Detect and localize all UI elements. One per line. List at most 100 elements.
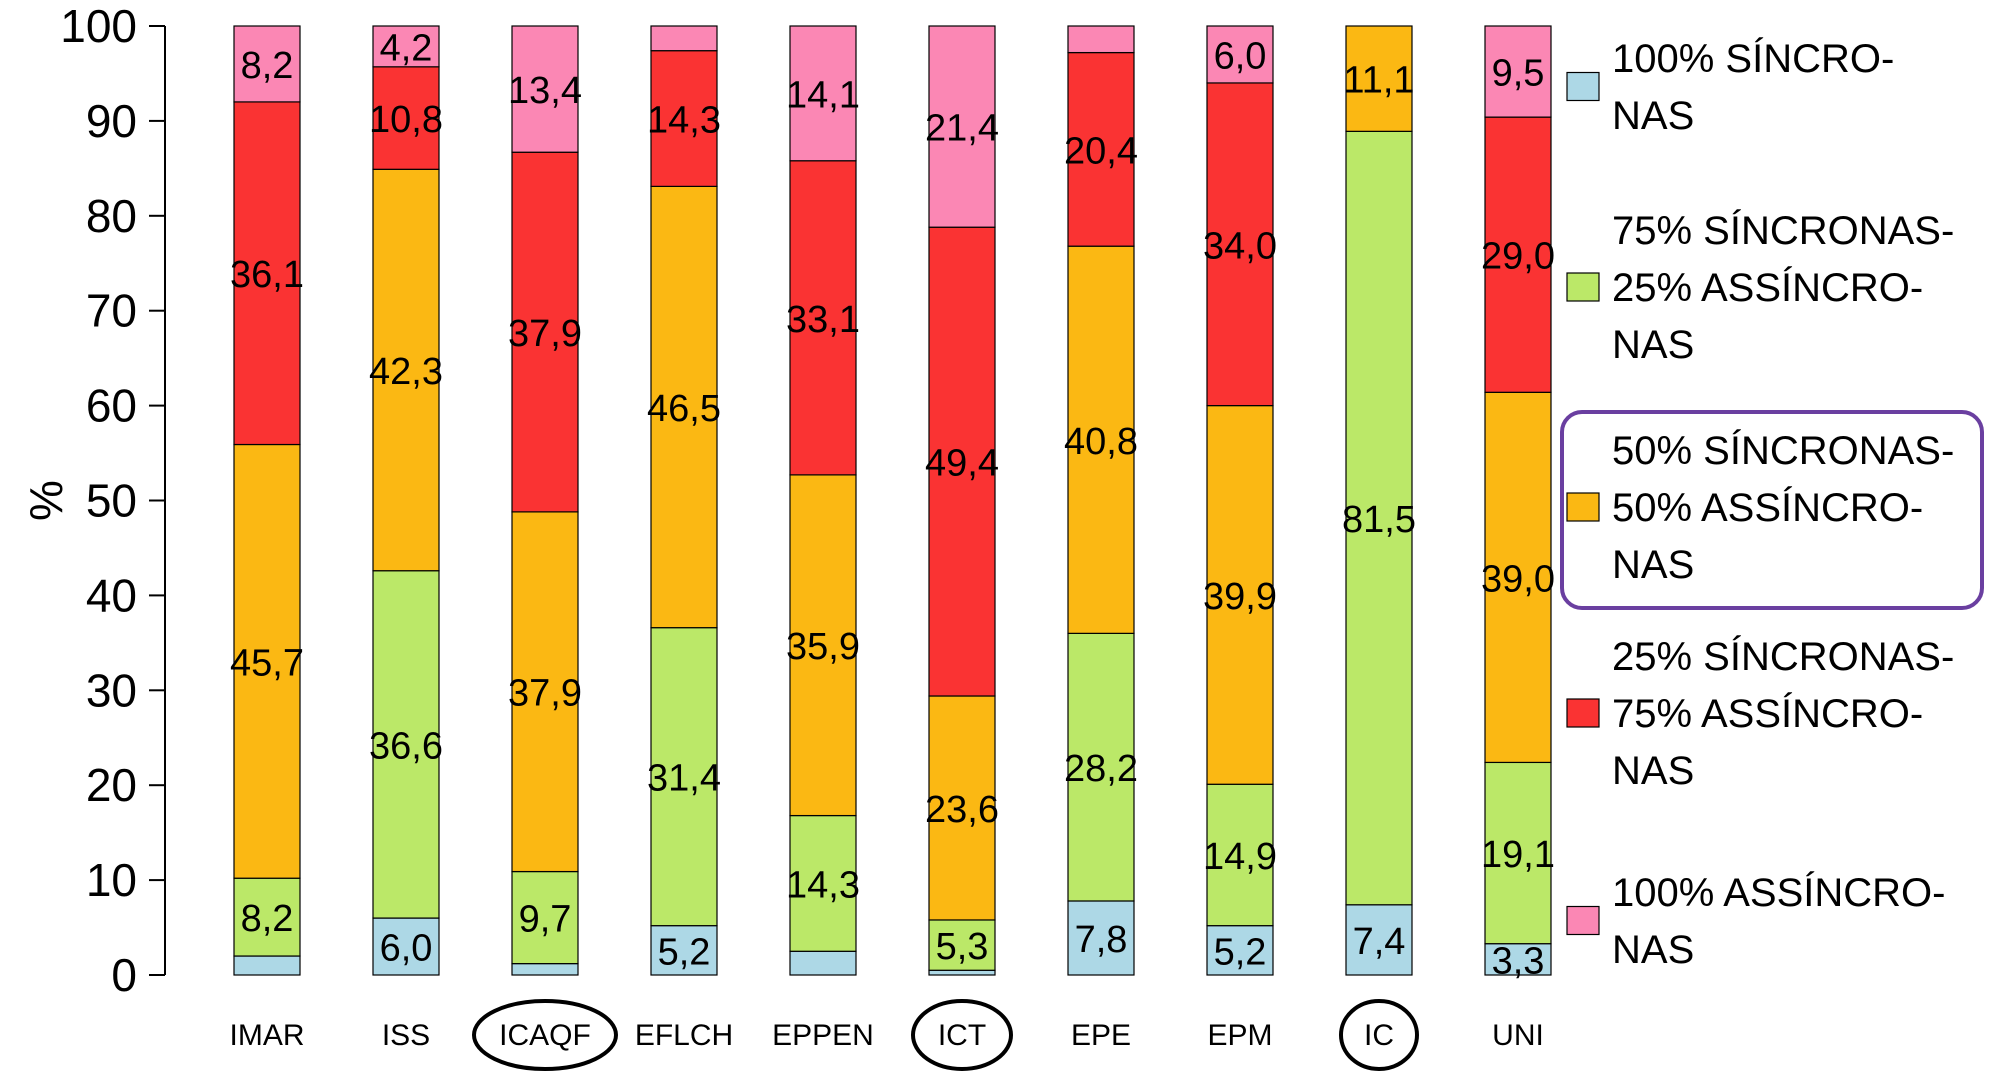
bar-segment-epm-25pct-sincronas-75pct-assincronas <box>1206 82 1274 407</box>
bars-layer <box>233 25 1552 976</box>
bar-segment-epe-100pct-sincronas <box>1067 900 1135 976</box>
bar-segment-epm-100pct-sincronas <box>1206 925 1274 976</box>
bar-segment-epm-75pct-sincronas-25pct-assincronas <box>1206 783 1274 927</box>
bar-segment-ict-50pct-sincronas-50pct-assincronas <box>928 695 996 921</box>
category-highlight-circle-ict <box>911 999 1013 1071</box>
y-tick-label-0: 0 <box>111 949 137 1001</box>
legend-swatch-100pct-sincronas <box>1566 71 1600 102</box>
data-label-eppen-25pct-sincronas-75pct-assincronas: 33,1 <box>786 299 860 341</box>
bar-segment-icaqf-50pct-sincronas-50pct-assincronas <box>511 511 579 873</box>
bar-segment-eppen-25pct-sincronas-75pct-assincronas <box>789 160 857 476</box>
data-label-epe-75pct-sincronas-25pct-assincronas: 28,2 <box>1064 748 1138 790</box>
category-label-iss: ISS <box>382 1019 430 1052</box>
data-label-uni-100pct-sincronas: 3,3 <box>1492 940 1545 982</box>
bar-segment-iss-50pct-sincronas-50pct-assincronas <box>372 168 440 572</box>
data-label-ic-100pct-sincronas: 7,4 <box>1353 921 1406 963</box>
bar-segment-iss-75pct-sincronas-25pct-assincronas <box>372 570 440 919</box>
bar-segment-eppen-75pct-sincronas-25pct-assincronas <box>789 814 857 952</box>
data-label-imar-25pct-sincronas-75pct-assincronas: 36,1 <box>230 254 304 296</box>
data-label-uni-50pct-sincronas-50pct-assincronas: 39,0 <box>1481 558 1555 600</box>
data-labels-layer: 8,2 45,7 36,1 8,2 6,0 36,6 42,3 10,8 4,2 9,7 37,9 3… <box>230 27 1555 982</box>
category-label-ict: ICT <box>938 1019 986 1052</box>
data-label-icaqf-100pct-assincronas: 13,4 <box>508 70 582 112</box>
data-label-iss-50pct-sincronas-50pct-assincronas: 42,3 <box>369 351 443 393</box>
data-label-iss-100pct-sincronas: 6,0 <box>380 928 433 970</box>
data-label-ic-50pct-sincronas-50pct-assincronas: 11,1 <box>1343 60 1414 102</box>
data-label-uni-75pct-sincronas-25pct-assincronas: 19,1 <box>1481 834 1555 876</box>
y-tick-label-80: 80 <box>86 190 137 242</box>
category-label-eppen: EPPEN <box>772 1019 874 1052</box>
data-label-eflch-25pct-sincronas-75pct-assincronas: 14,3 <box>647 100 721 142</box>
bar-segment-imar-25pct-sincronas-75pct-assincronas <box>233 101 301 446</box>
bar-segment-ic-50pct-sincronas-50pct-assincronas <box>1345 25 1413 132</box>
category-label-icaqf: ICAQF <box>499 1019 591 1052</box>
data-label-epe-50pct-sincronas-50pct-assincronas: 40,8 <box>1064 421 1138 463</box>
legend-highlight-box <box>1560 410 1984 610</box>
bar-segment-imar-75pct-sincronas-25pct-assincronas <box>233 877 301 957</box>
data-label-imar-100pct-assincronas: 8,2 <box>241 45 294 87</box>
data-label-epe-25pct-sincronas-75pct-assincronas: 20,4 <box>1064 130 1138 172</box>
data-label-ict-25pct-sincronas-75pct-assincronas: 49,4 <box>925 443 999 485</box>
bar-segment-eflch-25pct-sincronas-75pct-assincronas <box>650 50 718 187</box>
legend-label-50pct-sincronas-50pct-assincronas: 50% SÍNCRONAS-50% ASSÍNCRO-NAS <box>1612 428 1954 587</box>
bar-segment-ict-100pct-assincronas <box>928 25 996 228</box>
legend-swatch-100pct-assincronas <box>1566 905 1600 936</box>
bar-segment-epm-100pct-assincronas <box>1206 25 1274 84</box>
y-tick-label-50: 50 <box>86 475 137 527</box>
category-label-eflch: EFLCH <box>635 1019 733 1052</box>
legend: 100% SÍNCRO-NAS 75% SÍNCRONAS-25% ASSÍNCR… <box>1560 36 1984 972</box>
data-label-epe-100pct-sincronas: 7,8 <box>1075 919 1128 961</box>
y-tick-label-40: 40 <box>86 569 137 621</box>
bar-segment-epe-100pct-assincronas <box>1067 25 1135 54</box>
bar-segment-iss-25pct-sincronas-75pct-assincronas <box>372 66 440 170</box>
category-label-epm: EPM <box>1207 1019 1272 1052</box>
bar-segment-imar-100pct-assincronas <box>233 25 301 103</box>
bar-segment-icaqf-75pct-sincronas-25pct-assincronas <box>511 870 579 965</box>
legend-swatch-25pct-sincronas-75pct-assincronas <box>1566 698 1600 728</box>
y-tick-label-70: 70 <box>86 285 137 337</box>
data-label-icaqf-75pct-sincronas-25pct-assincronas: 9,7 <box>519 899 572 941</box>
bar-segment-uni-100pct-assincronas <box>1484 25 1552 118</box>
bar-segment-ict-25pct-sincronas-75pct-assincronas <box>928 226 996 697</box>
y-tick-label-60: 60 <box>86 380 137 432</box>
bar-segment-icaqf-100pct-assincronas <box>511 25 579 153</box>
data-label-iss-25pct-sincronas-75pct-assincronas: 10,8 <box>369 99 443 141</box>
bar-segment-eflch-100pct-assincronas <box>650 25 718 52</box>
data-label-icaqf-50pct-sincronas-50pct-assincronas: 37,9 <box>508 673 582 715</box>
bar-segment-ic-75pct-sincronas-25pct-assincronas <box>1345 130 1413 906</box>
bar-segment-epe-25pct-sincronas-75pct-assincronas <box>1067 51 1135 247</box>
data-label-eppen-75pct-sincronas-25pct-assincronas: 14,3 <box>786 864 860 906</box>
bar-segment-imar-100pct-sincronas <box>233 955 301 976</box>
y-tick-label-20: 20 <box>86 759 137 811</box>
data-label-ict-75pct-sincronas-25pct-assincronas: 5,3 <box>936 926 989 968</box>
data-label-iss-75pct-sincronas-25pct-assincronas: 36,6 <box>369 725 443 767</box>
y-axis: 0 10 20 30 40 50 60 70 80 90 100% <box>20 0 166 1001</box>
y-tick-label-30: 30 <box>86 664 137 716</box>
category-highlight-circle-icaqf <box>472 999 618 1071</box>
data-label-eppen-50pct-sincronas-50pct-assincronas: 35,9 <box>786 626 860 668</box>
bar-segment-eppen-100pct-assincronas <box>789 25 857 162</box>
data-label-eflch-50pct-sincronas-50pct-assincronas: 46,5 <box>647 388 721 430</box>
bar-segment-ict-100pct-sincronas <box>928 969 996 976</box>
bar-segment-epm-50pct-sincronas-50pct-assincronas <box>1206 405 1274 785</box>
data-label-imar-50pct-sincronas-50pct-assincronas: 45,7 <box>230 642 304 684</box>
data-label-uni-100pct-assincronas: 9,5 <box>1492 53 1545 95</box>
bar-segment-iss-100pct-sincronas <box>372 917 440 976</box>
y-tick-label-100: 100 <box>60 0 137 52</box>
data-label-uni-25pct-sincronas-75pct-assincronas: 29,0 <box>1481 236 1555 278</box>
bar-segment-epe-50pct-sincronas-50pct-assincronas <box>1067 245 1135 634</box>
category-label-uni: UNI <box>1492 1019 1544 1052</box>
bar-segment-ict-75pct-sincronas-25pct-assincronas <box>928 919 996 971</box>
legend-label-100pct-sincronas: 100% SÍNCRO-NAS <box>1612 36 1894 138</box>
data-label-epm-100pct-sincronas: 5,2 <box>1214 931 1267 973</box>
data-label-epm-50pct-sincronas-50pct-assincronas: 39,9 <box>1203 576 1277 618</box>
bar-segment-eflch-50pct-sincronas-50pct-assincronas <box>650 185 718 629</box>
data-label-epm-75pct-sincronas-25pct-assincronas: 14,9 <box>1203 836 1277 878</box>
category-label-imar: IMAR <box>230 1019 305 1052</box>
data-label-epm-100pct-assincronas: 6,0 <box>1214 35 1267 77</box>
bar-segment-eflch-75pct-sincronas-25pct-assincronas <box>650 627 718 927</box>
bar-segment-eppen-50pct-sincronas-50pct-assincronas <box>789 474 857 817</box>
legend-label-75pct-sincronas-25pct-assincronas: 75% SÍNCRONAS-25% ASSÍNCRO-NAS <box>1612 208 1954 367</box>
